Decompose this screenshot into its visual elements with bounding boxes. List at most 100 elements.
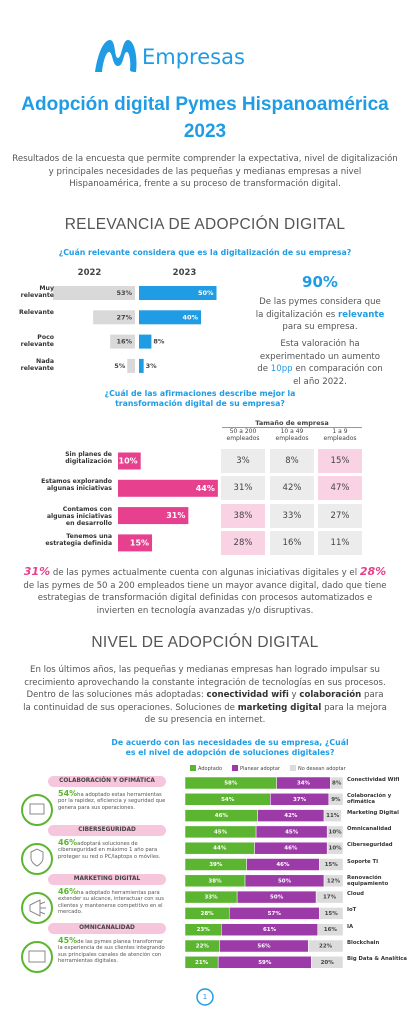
value-label: 22% bbox=[196, 944, 210, 950]
table-cell: 42% bbox=[270, 476, 314, 501]
card-title: MARKETING DIGITAL bbox=[48, 874, 166, 885]
value-label: 44% bbox=[196, 484, 215, 493]
bar-segment bbox=[326, 841, 344, 855]
category-label: Contamos con algunas iniciativas en desa… bbox=[46, 505, 112, 527]
stat-text: De las pymes considera que la digitaliza… bbox=[255, 296, 385, 334]
bar-segment bbox=[330, 776, 344, 790]
text-part: En los últimos años, las pequeñas y medi… bbox=[24, 665, 386, 700]
card-icon bbox=[29, 899, 46, 917]
text-part: 31% bbox=[23, 565, 51, 578]
category-label: Marketing Digital bbox=[347, 809, 399, 816]
value-label: 33% bbox=[204, 895, 218, 901]
bar bbox=[118, 452, 141, 470]
card-text: adoptará soluciones de ciberseguridad en… bbox=[58, 841, 161, 860]
value-label: 46% bbox=[276, 862, 290, 868]
bar-segment bbox=[319, 907, 344, 920]
category-label: IA bbox=[347, 923, 354, 930]
column-header: 10 a 49 empleados bbox=[275, 428, 309, 442]
text-part: relevante bbox=[338, 309, 385, 320]
bar-segment bbox=[317, 923, 344, 936]
value-label: 45% bbox=[285, 829, 299, 835]
value-label: 20% bbox=[321, 960, 335, 966]
card-title: OMNICANALIDAD bbox=[48, 923, 166, 934]
table-cell: 33% bbox=[270, 503, 314, 528]
value-label: 50% bbox=[270, 895, 284, 901]
bar-segment bbox=[328, 793, 344, 806]
text-part: para la mejora de su presencia en intern… bbox=[144, 702, 387, 726]
value-label: 37% bbox=[293, 797, 307, 803]
table-cell: 8% bbox=[270, 449, 314, 473]
bar-segment bbox=[307, 939, 344, 953]
card-body: 45%de las pymes planea transformar la ex… bbox=[58, 936, 168, 965]
value-label: 16% bbox=[324, 927, 338, 933]
text-part: de las pymes de 50 a 200 empleados tiene… bbox=[23, 580, 387, 616]
text-part: de las pymes actualmente cuenta con algu… bbox=[50, 568, 360, 578]
table-cell: 3% bbox=[221, 449, 265, 473]
value-label: 23% bbox=[197, 927, 211, 933]
text-part: y bbox=[288, 690, 300, 700]
card-icon bbox=[21, 892, 53, 924]
value-label: 54% bbox=[221, 797, 235, 803]
card-stat: 46% bbox=[58, 887, 78, 896]
card-stat: 46% bbox=[58, 838, 78, 847]
section-intro: En los últimos años, las pequeñas y medi… bbox=[22, 664, 388, 727]
category-label: Omnicanalidad bbox=[347, 825, 392, 832]
value-label: 50% bbox=[278, 878, 292, 884]
table-cell: 15% bbox=[318, 449, 362, 473]
stat-note: Esta valoración ha experimentado un aume… bbox=[255, 338, 385, 388]
bar-segment bbox=[315, 890, 344, 904]
value-label: 17% bbox=[323, 895, 337, 901]
intro: Resultados de la encuesta que permite co… bbox=[12, 154, 398, 189]
table-cell: 47% bbox=[318, 476, 362, 501]
bar bbox=[139, 358, 144, 373]
value-label: 57% bbox=[268, 911, 282, 917]
text-part: Esta valoración ha experimentado un aume… bbox=[257, 339, 381, 374]
value-label: 31% bbox=[166, 511, 185, 520]
bar-segment bbox=[319, 858, 344, 871]
bar bbox=[110, 334, 135, 349]
category-label: Ciberseguridad bbox=[347, 842, 393, 849]
page-badge bbox=[196, 988, 214, 1006]
card-icon bbox=[21, 941, 53, 973]
value-label: 28% bbox=[201, 911, 215, 917]
brand: Empresas bbox=[142, 45, 245, 69]
legend-swatch bbox=[232, 765, 238, 771]
card-stat: 45% bbox=[58, 936, 78, 945]
card-text: ha adoptado herramientas para extender s… bbox=[58, 890, 164, 916]
table-cell: 11% bbox=[318, 530, 362, 555]
table-title: Tamaño de empresa bbox=[222, 419, 362, 428]
value-label: 21% bbox=[195, 960, 209, 966]
category-label: Muy relevante bbox=[20, 285, 54, 299]
value-label: 45% bbox=[214, 829, 228, 835]
value-label: 27% bbox=[116, 313, 132, 321]
category-label: Tenemos una estrategia definida bbox=[45, 532, 112, 547]
bar bbox=[139, 334, 152, 349]
question: De acuerdo con las necesidades de su emp… bbox=[111, 738, 349, 757]
value-label: 38% bbox=[208, 878, 222, 884]
category-label: Renovación equipamiento bbox=[347, 874, 389, 887]
title-year: 2023 bbox=[183, 121, 227, 142]
value-label: 15% bbox=[130, 538, 149, 547]
card-icon bbox=[30, 848, 44, 867]
card-icon bbox=[21, 843, 53, 875]
value-label: 10% bbox=[329, 846, 343, 852]
table-cell: 38% bbox=[221, 503, 265, 528]
value-label: 34% bbox=[297, 781, 311, 787]
value-label: 58% bbox=[224, 781, 238, 787]
text-part: marketing digital bbox=[237, 702, 322, 713]
category-label: Blockchain bbox=[347, 940, 380, 946]
legend-label: 2022 bbox=[77, 268, 102, 278]
value-label: 44% bbox=[213, 846, 227, 852]
column-header: 50 a 200 empleados bbox=[226, 428, 260, 442]
section-heading: RELEVANCIA DE ADOPCIÓN DIGITAL bbox=[64, 216, 346, 233]
category-label: Poco relevante bbox=[20, 333, 54, 348]
category-label: Conectividad Wifi bbox=[347, 777, 400, 783]
highlight-text: 31% de las pymes actualmente cuenta con … bbox=[18, 565, 392, 617]
value-label: 10% bbox=[119, 457, 138, 466]
value-label: 16% bbox=[116, 338, 132, 346]
table-cell: 31% bbox=[221, 476, 265, 501]
card-icon bbox=[29, 803, 45, 815]
value-label: 39% bbox=[209, 862, 223, 868]
